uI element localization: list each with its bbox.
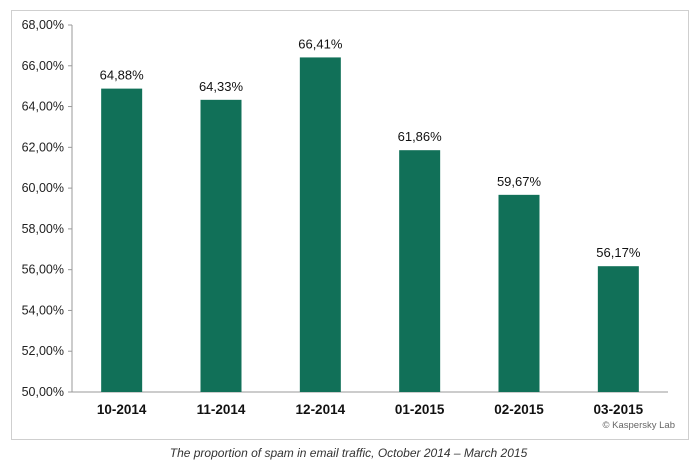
bar	[200, 99, 242, 393]
data-label: 66,41%	[298, 36, 343, 51]
data-label: 64,33%	[199, 79, 244, 94]
category-label: 12-2014	[296, 402, 346, 417]
category-label: 10-2014	[97, 402, 147, 417]
category-label: 11-2014	[197, 402, 246, 417]
chart-caption: The proportion of spam in email traffic,…	[169, 446, 528, 460]
y-tick-label: 50,00%	[22, 385, 64, 399]
y-tick-label: 54,00%	[22, 303, 64, 317]
y-tick-label: 62,00%	[22, 140, 64, 154]
y-tick-label: 56,00%	[22, 263, 64, 277]
y-tick-label: 60,00%	[22, 181, 64, 195]
category-label: 03-2015	[594, 402, 644, 417]
y-tick-label: 52,00%	[22, 344, 64, 358]
bar	[597, 266, 639, 392]
y-tick-label: 66,00%	[22, 59, 64, 73]
category-label: 02-2015	[494, 402, 544, 417]
data-label: 56,17%	[596, 245, 641, 260]
y-tick-label: 68,00%	[22, 18, 64, 32]
data-label: 61,86%	[398, 129, 443, 144]
y-tick-label: 64,00%	[22, 100, 64, 114]
bar	[101, 88, 143, 392]
bar	[399, 150, 441, 392]
bar	[498, 194, 540, 392]
data-label: 59,67%	[497, 174, 542, 189]
category-label: 01-2015	[395, 402, 445, 417]
data-label: 64,88%	[100, 68, 145, 83]
bar	[299, 57, 341, 392]
copyright-watermark: © Kaspersky Lab	[602, 420, 675, 431]
y-tick-label: 58,00%	[22, 222, 64, 236]
